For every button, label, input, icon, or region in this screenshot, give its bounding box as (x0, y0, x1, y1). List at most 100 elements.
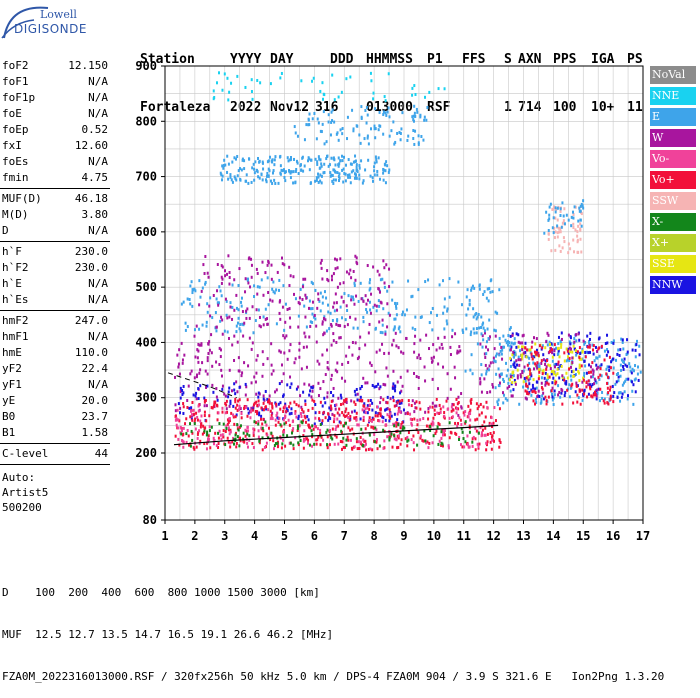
echo-point (569, 386, 572, 390)
echo-point (255, 267, 258, 271)
echo-point (279, 407, 282, 411)
echo-point (256, 354, 259, 358)
echo-point (511, 371, 514, 375)
echo-point (284, 444, 287, 448)
echo-point (289, 375, 292, 379)
echo-point (311, 79, 314, 83)
echo-point (269, 82, 272, 86)
echo-point (472, 435, 475, 439)
echo-point (395, 424, 398, 428)
echo-point (350, 295, 353, 299)
echo-point (261, 448, 264, 452)
echo-point (615, 358, 618, 362)
echo-point (376, 269, 379, 273)
echo-point (204, 369, 207, 373)
echo-point (537, 353, 540, 357)
echo-point (270, 263, 273, 267)
echo-point (616, 395, 619, 399)
echo-point (610, 340, 613, 344)
echo-point (489, 290, 492, 294)
echo-point (314, 317, 317, 321)
echo-point (290, 170, 293, 174)
echo-point (608, 388, 611, 392)
echo-point (307, 159, 310, 163)
echo-point (261, 350, 264, 354)
echo-point (334, 368, 337, 372)
echo-point (247, 157, 250, 161)
echo-point (349, 438, 352, 442)
echo-point (268, 398, 271, 402)
echo-point (492, 431, 495, 435)
echo-point (428, 321, 431, 325)
echo-point (225, 299, 228, 303)
echo-point (491, 434, 494, 438)
echo-point (231, 305, 234, 309)
echo-point (561, 374, 564, 378)
echo-point (443, 429, 446, 433)
echo-point (576, 393, 579, 397)
echo-point (468, 430, 471, 434)
echo-point (281, 262, 284, 266)
echo-point (374, 426, 377, 430)
param-value: 110.0 (74, 346, 108, 359)
echo-point (354, 393, 357, 397)
echo-point (195, 411, 198, 415)
echo-point (279, 350, 282, 354)
echo-point (537, 366, 540, 370)
echo-point (495, 372, 498, 376)
legend-item: NoVal (650, 66, 696, 84)
echo-point (374, 327, 377, 331)
echo-point (370, 425, 373, 429)
echo-point (517, 333, 520, 337)
echo-point (496, 311, 499, 315)
echo-point (368, 322, 371, 326)
echo-point (329, 133, 332, 137)
legend-label: Vo+ (652, 173, 675, 186)
echo-point (389, 397, 392, 401)
echo-point (512, 354, 515, 358)
echo-point (179, 406, 182, 410)
echo-point (238, 436, 241, 440)
echo-point (528, 361, 531, 365)
echo-point (533, 355, 536, 359)
echo-point (253, 295, 256, 299)
echo-point (484, 331, 487, 335)
echo-point (577, 224, 580, 228)
echo-point (212, 89, 215, 93)
echo-point (636, 339, 639, 343)
echo-point (188, 297, 191, 301)
echo-point (259, 325, 262, 329)
echo-point (524, 350, 527, 354)
echo-point (391, 280, 394, 284)
echo-point (334, 267, 337, 271)
echo-point (307, 156, 310, 160)
echo-point (479, 380, 482, 384)
echo-point (284, 405, 287, 409)
echo-point (520, 353, 523, 357)
echo-point (627, 377, 630, 381)
echo-point (364, 439, 367, 443)
echo-point (220, 275, 223, 279)
echo-point (509, 373, 512, 377)
echo-point (190, 280, 193, 284)
echo-point (345, 438, 348, 442)
echo-point (231, 440, 234, 444)
echo-point (498, 342, 501, 346)
echo-point (376, 169, 379, 173)
echo-point (185, 417, 188, 421)
echo-point (373, 440, 376, 444)
echo-point (269, 417, 272, 421)
echo-point (414, 315, 417, 319)
echo-point (390, 129, 393, 133)
echo-point (252, 433, 255, 437)
echo-point (202, 424, 205, 428)
echo-point (626, 397, 629, 401)
echo-point (416, 418, 419, 422)
echo-point (317, 180, 320, 184)
param-name: h`F (2, 245, 22, 258)
echo-point (561, 201, 564, 205)
echo-point (254, 380, 257, 384)
echo-point (601, 396, 604, 400)
echo-point (483, 329, 486, 333)
echo-point (483, 290, 486, 294)
